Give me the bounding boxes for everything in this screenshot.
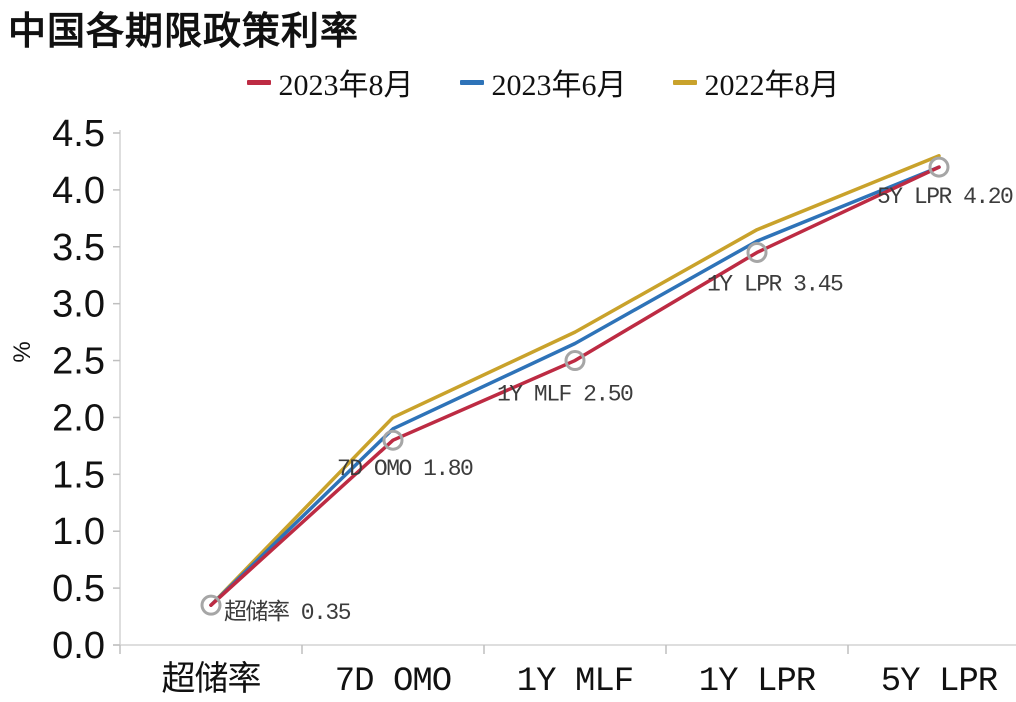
point-label: 1Y MLF 2.50 (497, 382, 633, 408)
data-point-marker (928, 156, 950, 178)
point-label: 1Y LPR 3.45 (707, 271, 843, 297)
y-axis-title: % (9, 341, 36, 362)
point-label: 7D OMO 1.80 (337, 456, 473, 482)
x-tick-label: 1Y LPR (699, 663, 816, 701)
y-tick-label: 0.0 (52, 625, 105, 667)
y-tick-label: 4.0 (52, 170, 105, 212)
series-line-2023年6月 (209, 165, 941, 607)
y-tick-label: 4.5 (52, 113, 105, 155)
x-tick-label: 5Y LPR (881, 663, 998, 701)
legend-label-2022-aug: 2022年8月 (704, 69, 840, 102)
legend-item-2022-aug: 2022年8月 (672, 60, 840, 104)
x-tick-label: 7D OMO (335, 663, 451, 701)
legend-label-2023-jun: 2023年6月 (491, 69, 627, 102)
y-tick-label: 3.5 (52, 227, 105, 269)
point-label: 超储率 0.35 (224, 599, 351, 626)
y-tick-label: 2.5 (52, 341, 105, 383)
y-tick-label: 1.5 (52, 454, 105, 496)
data-point-marker (382, 429, 404, 451)
legend-swatch-blue (459, 79, 484, 85)
y-tick-label: 1.0 (52, 511, 105, 553)
y-tick-label: 2.0 (52, 397, 105, 439)
y-tick-label: 0.5 (52, 568, 105, 610)
x-tick-label: 超储率 (162, 660, 261, 701)
data-point-marker (746, 241, 768, 263)
y-tick-label: 3.0 (52, 284, 105, 326)
chart-title: 中国各期限政策利率 (8, 11, 360, 53)
series-line-2023年8月 (209, 165, 941, 607)
legend: 2023年8月 2023年6月 2022年8月 (0, 60, 1016, 104)
x-tick-label: 1Y MLF (517, 663, 633, 701)
data-point-marker (564, 350, 586, 372)
point-label: 5Y LPR 4.20 (877, 184, 1013, 210)
legend-label-2023-aug: 2023年8月 (278, 69, 414, 102)
legend-item-2023-jun: 2023年6月 (459, 60, 627, 104)
data-point-marker (200, 594, 222, 616)
legend-swatch-gold (672, 79, 697, 85)
legend-swatch-red (246, 79, 271, 85)
series-line-2022年8月 (209, 154, 941, 607)
legend-item-2023-aug: 2023年8月 (246, 60, 414, 104)
